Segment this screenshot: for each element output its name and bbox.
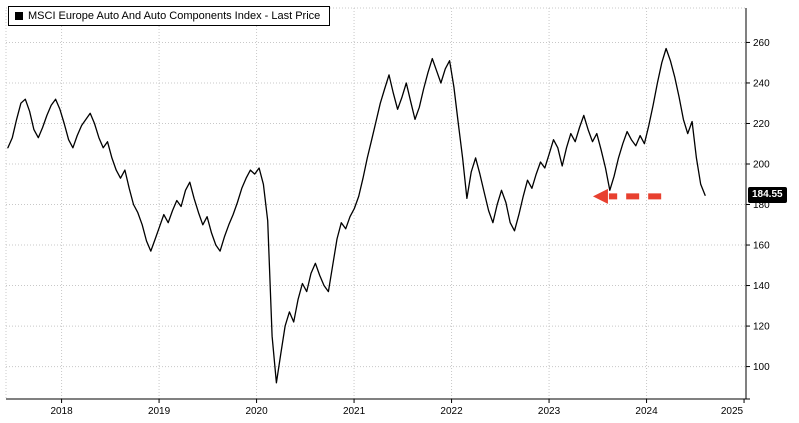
y-tick-label: 220 (753, 119, 770, 130)
x-tick-label: 2022 (440, 406, 463, 417)
y-tick-label: 120 (753, 322, 770, 333)
x-tick-label: 2025 (721, 406, 744, 417)
annotation-group (592, 188, 662, 204)
legend-swatch-icon (15, 12, 23, 20)
legend-label: MSCI Europe Auto And Auto Components Ind… (28, 10, 321, 22)
y-tick-label: 140 (753, 281, 770, 292)
y-tick-label: 100 (753, 362, 770, 373)
trend-arrow-head (592, 188, 608, 204)
plot-frame (5, 7, 747, 400)
axes: 100 120 140 160 180 200 220 240 260 2018 2019 2020 2… (6, 8, 770, 417)
last-price-badge: 184.55 (748, 187, 787, 204)
x-tick-label: 2023 (538, 406, 561, 417)
x-tick-label: 2021 (343, 406, 366, 417)
price-line-group (7, 47, 706, 384)
x-tick-label: 2024 (635, 406, 658, 417)
y-tick-label: 160 (753, 241, 770, 252)
grid (5, 7, 747, 400)
y-tick-label: 200 (753, 159, 770, 170)
price-line (7, 47, 706, 384)
y-tick-label: 180 (753, 200, 770, 211)
x-tick-label: 2018 (50, 406, 73, 417)
x-tick-label: 2020 (245, 406, 268, 417)
x-tick-label: 2019 (148, 406, 171, 417)
y-tick-label: 260 (753, 38, 770, 49)
legend-box: MSCI Europe Auto And Auto Components Ind… (8, 6, 331, 26)
y-tick-label: 240 (753, 78, 770, 89)
